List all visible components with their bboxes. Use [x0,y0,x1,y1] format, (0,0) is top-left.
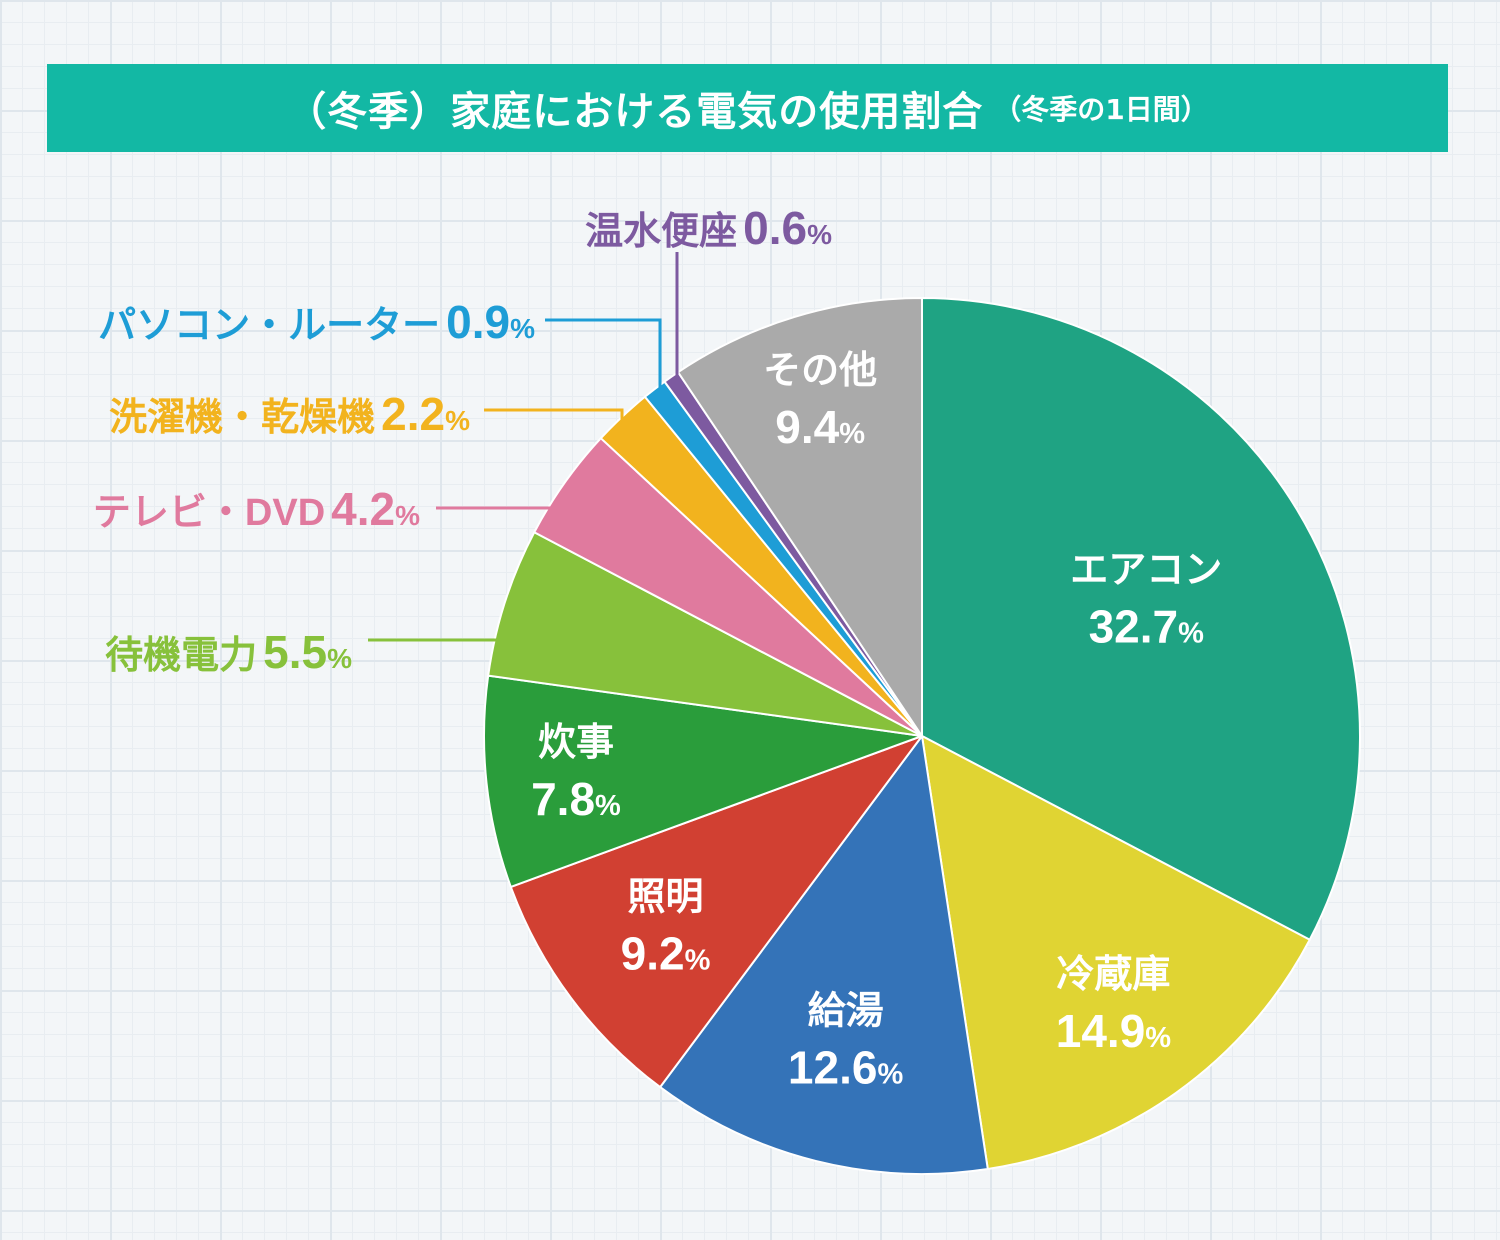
pie-slice [487,531,923,737]
pie-slice [509,735,923,1089]
slice-label: エアコン [1070,550,1222,592]
data-label: 7.8% [531,773,621,825]
callout-group: テレビ・DVD 4.2% [93,483,575,535]
data-label: 9.2% [621,927,711,979]
callout-group: パソコン・ルーター 0.9% [98,296,662,402]
slice-label-group: 給湯 12.6% [788,991,904,1094]
callout-label: テレビ・DVD 4.2% [93,483,420,535]
pie-slice [677,297,923,737]
data-label: 32.7% [1089,601,1205,653]
data-label: 12.6% [788,1042,904,1094]
data-label: 14.9% [1056,1005,1172,1057]
chart-subtitle: （冬季の1日間） [993,93,1209,126]
pie-slice [483,674,923,888]
pie-slice [921,297,1361,941]
slice-label-group: エアコン 32.7% [1070,550,1222,653]
pie-slice [659,735,989,1175]
slice-label-group: 冷蔵庫 14.9% [1056,954,1172,1057]
callout-label: 洗濯機・乾燥機 2.2% [109,388,470,440]
slice-label-group: その他 9.4% [763,350,877,453]
data-label: 9.4% [775,401,865,453]
callout-label: パソコン・ルーター 0.9% [98,296,535,348]
leader-line [545,318,662,402]
callout-label: 温水便座 0.6% [585,202,832,254]
slice-label-group: 照明 9.2% [621,876,711,979]
slice-label: 炊事 [538,722,614,764]
leader-line [484,408,624,442]
slice-label: 冷蔵庫 [1056,954,1170,996]
slice-label: 照明 [627,876,703,918]
callout-label: 待機電力 5.5% [105,626,352,678]
chart-title-bar: （冬季）家庭における電気の使用割合 （冬季の1日間） [47,64,1448,152]
callout-group: 洗濯機・乾燥機 2.2% [109,388,624,442]
pie-slice [921,735,1311,1171]
slice-label: その他 [763,350,877,392]
chart-title: （冬季）家庭における電気の使用割合 [286,89,984,135]
callout-group: 待機電力 5.5% [105,626,540,678]
slice-label: 給湯 [808,991,884,1033]
callout-group: 温水便座 0.6% [585,202,832,383]
slice-label-group: 炊事 7.8% [531,722,621,825]
